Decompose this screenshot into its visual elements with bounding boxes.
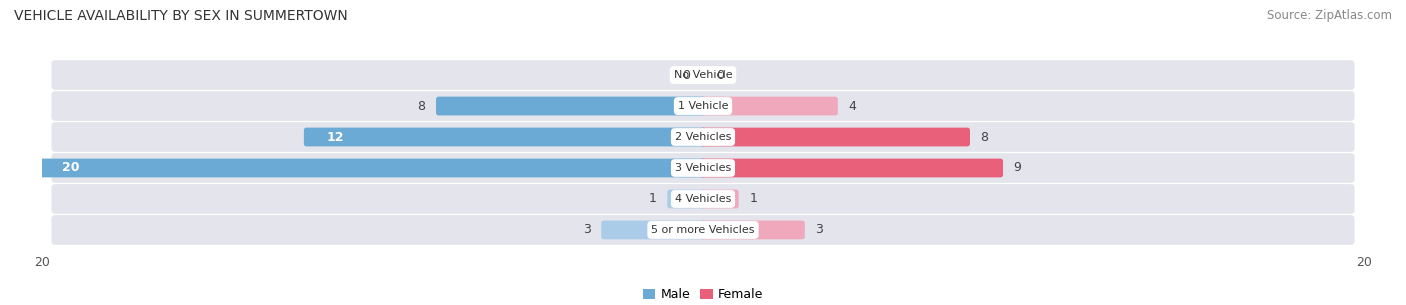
FancyBboxPatch shape bbox=[700, 221, 804, 239]
FancyBboxPatch shape bbox=[304, 127, 706, 146]
Text: 4 Vehicles: 4 Vehicles bbox=[675, 194, 731, 204]
Text: 3: 3 bbox=[582, 224, 591, 236]
Text: 9: 9 bbox=[1014, 161, 1022, 174]
Text: 20: 20 bbox=[62, 161, 80, 174]
Text: 8: 8 bbox=[980, 131, 988, 144]
Text: No Vehicle: No Vehicle bbox=[673, 70, 733, 80]
FancyBboxPatch shape bbox=[700, 127, 970, 146]
FancyBboxPatch shape bbox=[602, 221, 706, 239]
Text: 8: 8 bbox=[418, 99, 426, 113]
FancyBboxPatch shape bbox=[436, 97, 706, 115]
FancyBboxPatch shape bbox=[52, 184, 1354, 214]
Text: 2 Vehicles: 2 Vehicles bbox=[675, 132, 731, 142]
Text: 12: 12 bbox=[326, 131, 344, 144]
FancyBboxPatch shape bbox=[52, 153, 1354, 183]
Text: 1: 1 bbox=[648, 192, 657, 206]
FancyBboxPatch shape bbox=[52, 122, 1354, 152]
FancyBboxPatch shape bbox=[700, 97, 838, 115]
Text: 0: 0 bbox=[716, 69, 724, 81]
Text: Source: ZipAtlas.com: Source: ZipAtlas.com bbox=[1267, 9, 1392, 22]
Text: 0: 0 bbox=[682, 69, 690, 81]
Text: 1 Vehicle: 1 Vehicle bbox=[678, 101, 728, 111]
Text: 3: 3 bbox=[815, 224, 824, 236]
FancyBboxPatch shape bbox=[700, 159, 1002, 178]
FancyBboxPatch shape bbox=[700, 190, 738, 208]
Text: 4: 4 bbox=[848, 99, 856, 113]
Text: 3 Vehicles: 3 Vehicles bbox=[675, 163, 731, 173]
FancyBboxPatch shape bbox=[668, 190, 706, 208]
Text: VEHICLE AVAILABILITY BY SEX IN SUMMERTOWN: VEHICLE AVAILABILITY BY SEX IN SUMMERTOW… bbox=[14, 9, 347, 23]
Legend: Male, Female: Male, Female bbox=[638, 283, 768, 305]
Text: 5 or more Vehicles: 5 or more Vehicles bbox=[651, 225, 755, 235]
FancyBboxPatch shape bbox=[52, 91, 1354, 121]
FancyBboxPatch shape bbox=[52, 60, 1354, 90]
FancyBboxPatch shape bbox=[52, 215, 1354, 245]
FancyBboxPatch shape bbox=[39, 159, 706, 178]
Text: 1: 1 bbox=[749, 192, 758, 206]
